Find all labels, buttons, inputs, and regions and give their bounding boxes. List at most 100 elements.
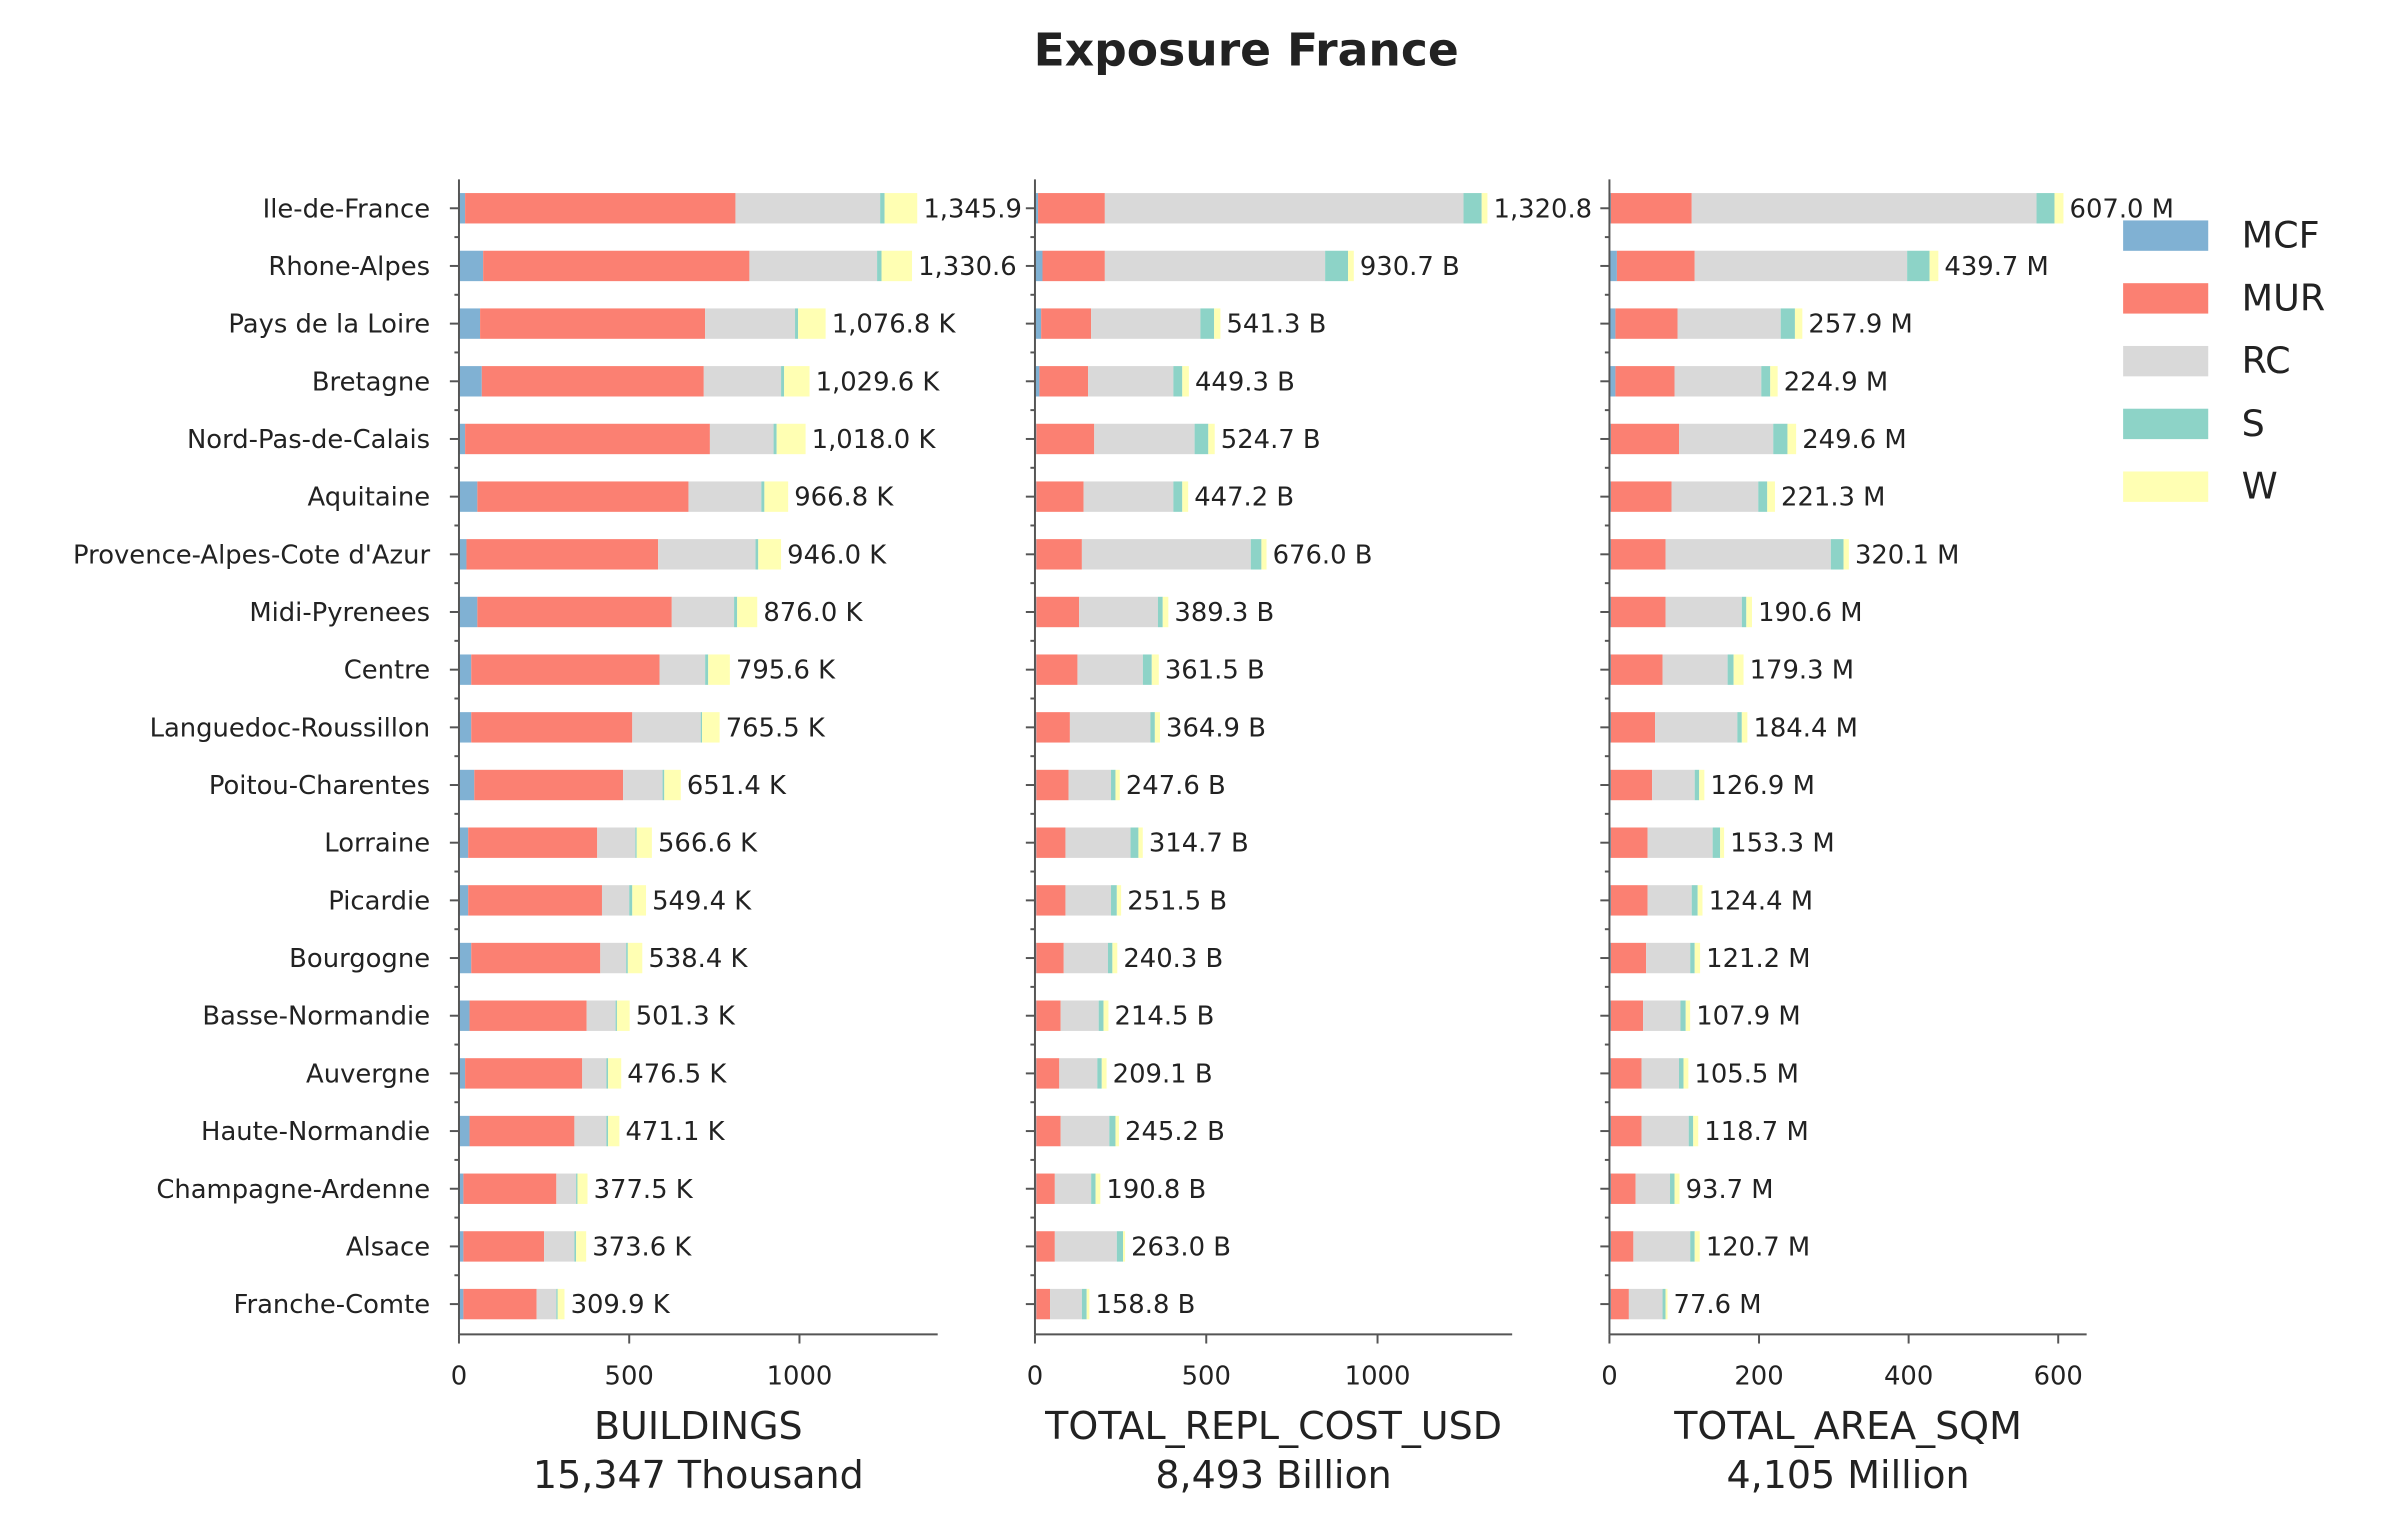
bar-segment: [1733, 654, 1744, 685]
bar-segment: [1103, 1000, 1109, 1031]
bar-segment: [466, 539, 659, 570]
total-label: 320.1 M: [1855, 540, 1959, 570]
bar-segment: [1761, 366, 1771, 397]
bar-segment: [1610, 481, 1672, 512]
bar-segment: [1034, 193, 1039, 224]
bar-segment: [700, 712, 703, 743]
bar-segment: [784, 366, 810, 397]
bar-segment: [1610, 885, 1648, 916]
bar-segment: [465, 423, 710, 455]
bar-segment: [1680, 1000, 1686, 1031]
bar-segment: [556, 1173, 577, 1204]
bar-segment: [708, 654, 730, 685]
bar-segment: [1694, 942, 1701, 974]
bar-segment: [1646, 942, 1691, 974]
bar-segment: [1208, 423, 1215, 455]
x-tick-label: 0: [451, 1361, 467, 1391]
total-label: 389.3 B: [1174, 598, 1274, 628]
bar-segment: [1830, 539, 1844, 570]
bar-segment: [1610, 1231, 1634, 1262]
bar-segment: [1727, 654, 1734, 685]
total-label: 249.6 M: [1802, 425, 1906, 455]
bar-segment: [1720, 827, 1725, 858]
bar-segment: [1036, 1173, 1055, 1204]
bar-segment: [1635, 1173, 1671, 1204]
bar-segment: [1647, 885, 1692, 916]
bar-segment: [1034, 366, 1040, 397]
bar-segment: [458, 1288, 464, 1320]
bar-segment: [1610, 539, 1666, 570]
bar-segment: [1088, 366, 1174, 397]
bar-segment: [471, 712, 633, 743]
bar-segment: [1036, 942, 1064, 974]
bar-segment: [1115, 1115, 1119, 1147]
bar-segment: [576, 1231, 587, 1262]
legend-swatch: [2123, 220, 2209, 251]
bar-segment: [1157, 596, 1163, 628]
x-axis-note: 8,493 Billion: [1155, 1453, 1391, 1497]
bar-segment: [1610, 1058, 1642, 1089]
bar-segment: [1112, 942, 1118, 974]
bar-segment: [761, 481, 765, 512]
bar-segment: [1741, 712, 1748, 743]
bar-segment: [734, 596, 738, 628]
y-tick-label: Languedoc-Roussillon: [150, 713, 431, 743]
bar-segment: [1794, 308, 1803, 339]
total-label: 447.2 B: [1194, 483, 1294, 513]
bar-segment: [702, 712, 720, 743]
bar-segment: [1138, 827, 1143, 858]
bar-segment: [1038, 193, 1105, 224]
total-label: 876.0 K: [763, 598, 863, 628]
legend-swatch: [2123, 345, 2209, 377]
bar-segment: [1091, 308, 1201, 339]
bar-segment: [1081, 539, 1251, 570]
bar-segment: [458, 885, 469, 916]
total-label: 651.4 K: [687, 771, 787, 801]
total-label: 1,345.9: [923, 194, 1022, 224]
bar-segment: [458, 250, 484, 282]
bar-segment: [469, 1000, 587, 1031]
total-label: 263.0 B: [1131, 1232, 1231, 1262]
y-tick-label: Rhone-Alpes: [268, 252, 430, 282]
x-tick-label: 500: [605, 1361, 654, 1391]
x-tick-label: 200: [1734, 1361, 1783, 1391]
bar-segment: [1261, 539, 1267, 570]
bar-segment: [458, 539, 467, 570]
bar-segment: [1130, 827, 1139, 858]
bar-segment: [557, 1288, 565, 1320]
bar-segment: [458, 193, 466, 224]
bar-segment: [795, 308, 799, 339]
total-label: 158.8 B: [1095, 1290, 1195, 1320]
bar-segment: [1173, 366, 1183, 397]
y-tick-label: Champagne-Ardenne: [156, 1175, 430, 1205]
bar-segment: [1107, 942, 1113, 974]
bar-segment: [1150, 712, 1155, 743]
bar-segment: [1609, 250, 1617, 282]
bar-segment: [458, 481, 478, 512]
bar-segment: [463, 1173, 557, 1204]
bar-segment: [458, 827, 469, 858]
total-label: 1,320.8: [1494, 194, 1593, 224]
bar-segment: [1929, 250, 1939, 282]
bar-segment: [1034, 308, 1042, 339]
bar-segment: [629, 885, 633, 916]
bar-segment: [709, 423, 774, 455]
total-label: 190.8 B: [1106, 1175, 1206, 1205]
bar-segment: [481, 366, 704, 397]
x-tick-label: 0: [1027, 1361, 1043, 1391]
x-tick-label: 600: [2034, 1361, 2083, 1391]
bar-segment: [1652, 769, 1695, 801]
bar-segment: [1633, 1231, 1691, 1262]
total-label: 524.7 B: [1221, 425, 1321, 455]
x-tick-label: 1000: [767, 1361, 833, 1391]
bar-segment: [1655, 712, 1738, 743]
bar-segment: [758, 539, 782, 570]
bar-segment: [1610, 193, 1692, 224]
bar-segment: [662, 769, 665, 801]
bar-segment: [1665, 596, 1742, 628]
bar-segment: [626, 942, 628, 974]
y-tick-label: Centre: [344, 656, 430, 686]
total-label: 107.9 M: [1696, 1002, 1800, 1032]
bar-segment: [576, 1173, 578, 1204]
bar-segment: [632, 712, 701, 743]
